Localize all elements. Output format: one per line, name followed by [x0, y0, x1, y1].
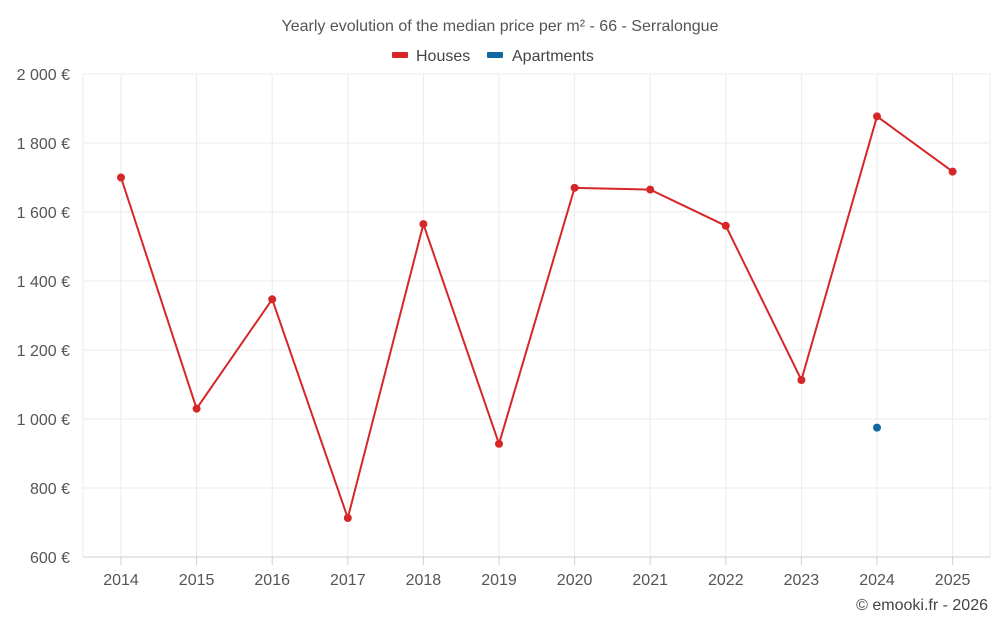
x-tick-label: 2023	[784, 572, 820, 589]
x-tick-label: 2021	[632, 572, 668, 589]
legend-swatch-houses	[392, 52, 408, 58]
data-point-houses[interactable]	[419, 220, 428, 229]
series-line-houses	[120, 114, 954, 522]
y-tick-label: 1 800 €	[17, 136, 70, 153]
credit-text: © emooki.fr - 2026	[856, 597, 988, 614]
x-tick-label: 2020	[557, 572, 593, 589]
data-point-houses[interactable]	[797, 376, 806, 385]
data-point-houses[interactable]	[948, 167, 957, 176]
data-point-houses[interactable]	[721, 221, 730, 230]
legend-swatch-apartments	[487, 52, 503, 58]
data-point-houses[interactable]	[268, 295, 277, 304]
data-point-apartments[interactable]	[873, 423, 881, 432]
y-tick-label: 2 000 €	[17, 67, 70, 84]
legend-label-apartments: Apartments	[512, 48, 594, 65]
legend-label-houses: Houses	[416, 48, 470, 65]
x-tick-label: 2017	[330, 572, 366, 589]
x-tick-label: 2024	[859, 572, 895, 589]
y-tick-label: 1 000 €	[17, 412, 70, 429]
axes: 600 € 800 € 1 000 € 1 200 € 1 400 € 1 600 € 1 …	[17, 67, 990, 589]
legend-item-apartments[interactable]: Apartments	[487, 48, 594, 65]
x-tick-label: 2014	[103, 572, 139, 589]
x-tick-label: 2019	[481, 572, 517, 589]
data-point-houses[interactable]	[873, 112, 881, 121]
y-tick-label: 600 €	[30, 550, 70, 567]
chart-legend: Houses Apartments	[392, 48, 594, 65]
data-point-houses[interactable]	[646, 185, 655, 194]
grid	[82, 73, 991, 557]
x-tick-label: 2016	[254, 572, 290, 589]
data-point-houses[interactable]	[117, 173, 125, 182]
data-point-houses[interactable]	[192, 404, 201, 413]
legend-item-houses[interactable]: Houses	[392, 48, 470, 65]
x-tick-label: 2018	[406, 572, 442, 589]
y-tick-label: 1 600 €	[17, 205, 70, 222]
series	[117, 112, 957, 523]
x-tick-label: 2015	[179, 572, 215, 589]
y-tick-label: 800 €	[30, 481, 70, 498]
chart-title: Yearly evolution of the median price per…	[282, 18, 719, 35]
y-tick-label: 1 200 €	[17, 343, 70, 360]
x-tick-label: 2025	[935, 572, 971, 589]
data-point-houses[interactable]	[570, 183, 579, 192]
data-point-houses[interactable]	[495, 439, 503, 448]
data-point-houses[interactable]	[343, 514, 352, 523]
y-tick-label: 1 400 €	[17, 274, 70, 291]
x-tick-label: 2022	[708, 572, 744, 589]
